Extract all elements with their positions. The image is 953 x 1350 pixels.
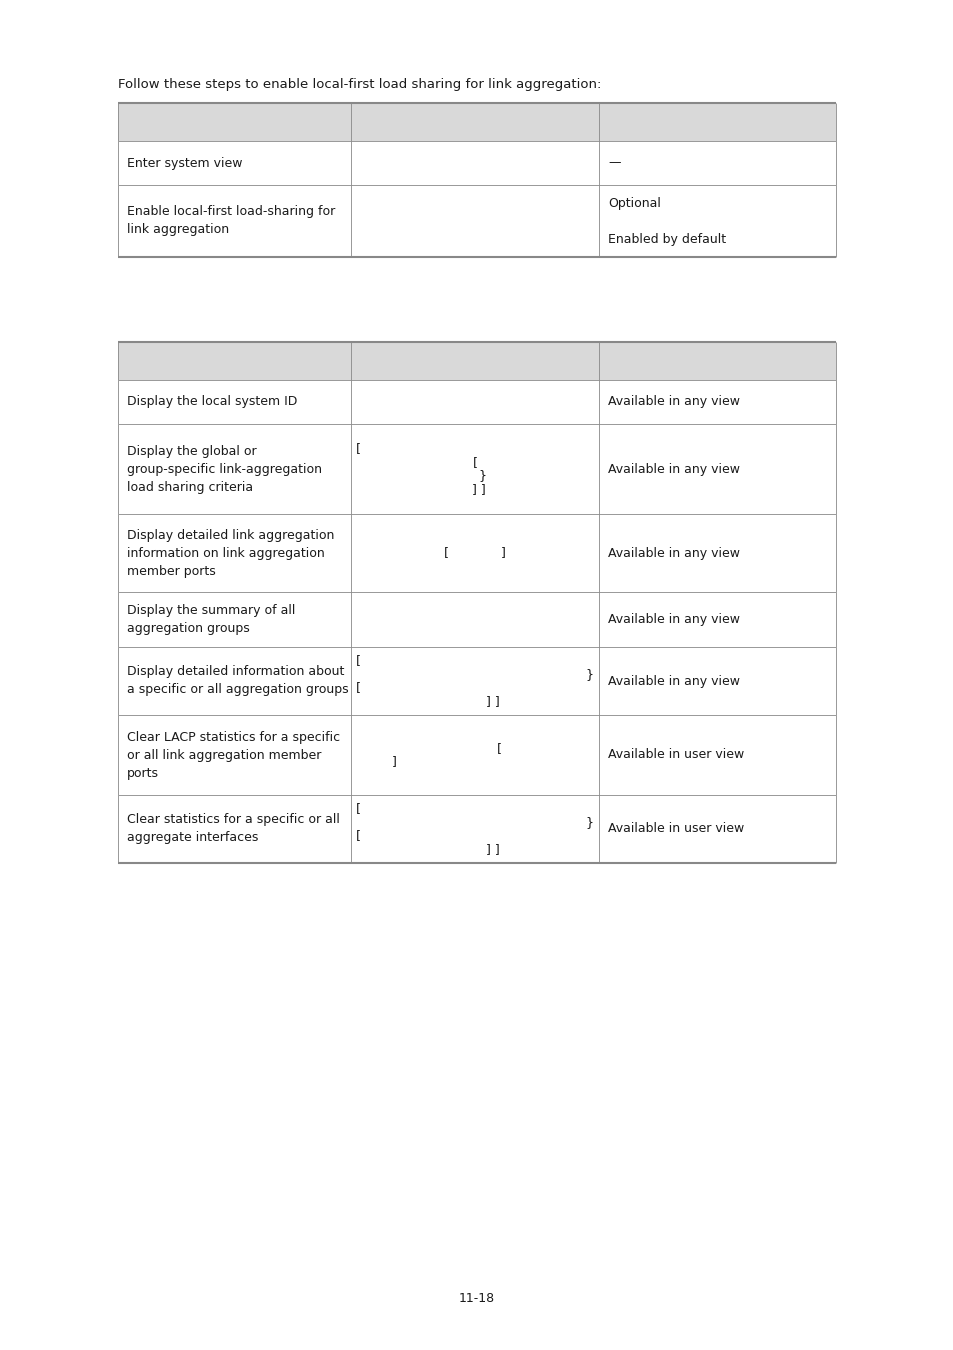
Text: }: }: [565, 815, 594, 829]
Text: [: [: [356, 802, 361, 815]
Text: Optional

Enabled by default: Optional Enabled by default: [607, 197, 725, 246]
Text: [             ]: [ ]: [444, 547, 506, 559]
Text: }: }: [565, 668, 594, 680]
Bar: [118, 103, 835, 140]
Text: Available in user view: Available in user view: [607, 748, 743, 761]
Bar: [118, 342, 835, 379]
Text: ]: ]: [356, 755, 396, 768]
Text: Clear statistics for a specific or all
aggregate interfaces: Clear statistics for a specific or all a…: [127, 814, 339, 845]
Text: —: —: [607, 157, 619, 170]
Text: ] ]: ] ]: [450, 695, 499, 707]
Text: Clear LACP statistics for a specific
or all link aggregation member
ports: Clear LACP statistics for a specific or …: [127, 730, 340, 779]
Text: Display detailed link aggregation
information on link aggregation
member ports: Display detailed link aggregation inform…: [127, 528, 334, 578]
Text: [: [: [356, 443, 361, 455]
Text: Available in any view: Available in any view: [607, 675, 740, 687]
Text: Enable local-first load-sharing for
link aggregation: Enable local-first load-sharing for link…: [127, 205, 335, 236]
Text: [: [: [356, 682, 361, 694]
Text: Display detailed information about
a specific or all aggregation groups: Display detailed information about a spe…: [127, 666, 348, 697]
Text: ] ]: ] ]: [464, 483, 486, 495]
Text: ] ]: ] ]: [450, 842, 499, 856]
Text: 11-18: 11-18: [458, 1292, 495, 1304]
Text: Available in any view: Available in any view: [607, 547, 740, 559]
Text: Available in any view: Available in any view: [607, 613, 740, 626]
Text: [: [: [356, 655, 361, 667]
Text: }: }: [463, 470, 487, 482]
Text: [: [: [448, 741, 501, 755]
Text: Display the summary of all
aggregation groups: Display the summary of all aggregation g…: [127, 603, 295, 634]
Text: Available in any view: Available in any view: [607, 463, 740, 475]
Text: Display the global or
group-specific link-aggregation
load sharing criteria: Display the global or group-specific lin…: [127, 444, 322, 494]
Text: [: [: [356, 829, 361, 842]
Text: Enter system view: Enter system view: [127, 157, 242, 170]
Text: Available in any view: Available in any view: [607, 396, 740, 409]
Text: [: [: [472, 456, 477, 468]
Text: Follow these steps to enable local-first load sharing for link aggregation:: Follow these steps to enable local-first…: [118, 78, 600, 90]
Text: Display the local system ID: Display the local system ID: [127, 396, 297, 409]
Text: Available in user view: Available in user view: [607, 822, 743, 836]
